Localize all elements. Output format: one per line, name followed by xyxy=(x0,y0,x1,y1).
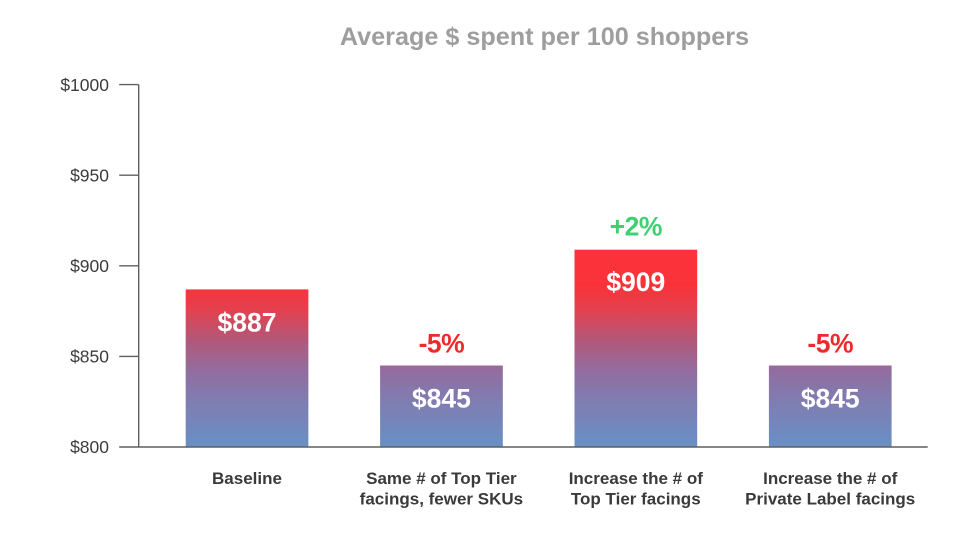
svg-text:$850: $850 xyxy=(70,347,109,367)
svg-text:Top Tier facings: Top Tier facings xyxy=(571,489,701,508)
svg-text:$800: $800 xyxy=(70,437,109,457)
svg-text:$887: $887 xyxy=(218,308,277,338)
svg-text:$900: $900 xyxy=(70,256,109,276)
svg-text:Increase the # of: Increase the # of xyxy=(763,469,898,488)
svg-text:Baseline: Baseline xyxy=(212,469,282,488)
svg-text:$909: $909 xyxy=(606,267,665,297)
svg-text:facings, fewer SKUs: facings, fewer SKUs xyxy=(360,489,523,508)
svg-text:$845: $845 xyxy=(801,383,860,413)
svg-text:Same # of Top Tier: Same # of Top Tier xyxy=(366,469,517,488)
svg-text:$1000: $1000 xyxy=(60,75,109,95)
svg-text:-5%: -5% xyxy=(807,328,853,358)
svg-text:Average $ spent per 100 shoppe: Average $ spent per 100 shoppers xyxy=(340,23,749,51)
svg-text:$950: $950 xyxy=(70,165,109,185)
svg-text:Increase the # of: Increase the # of xyxy=(569,469,704,488)
svg-text:$845: $845 xyxy=(412,383,471,413)
svg-text:+2%: +2% xyxy=(610,212,662,242)
svg-text:Private Label facings: Private Label facings xyxy=(745,489,915,508)
svg-text:-5%: -5% xyxy=(419,328,465,358)
